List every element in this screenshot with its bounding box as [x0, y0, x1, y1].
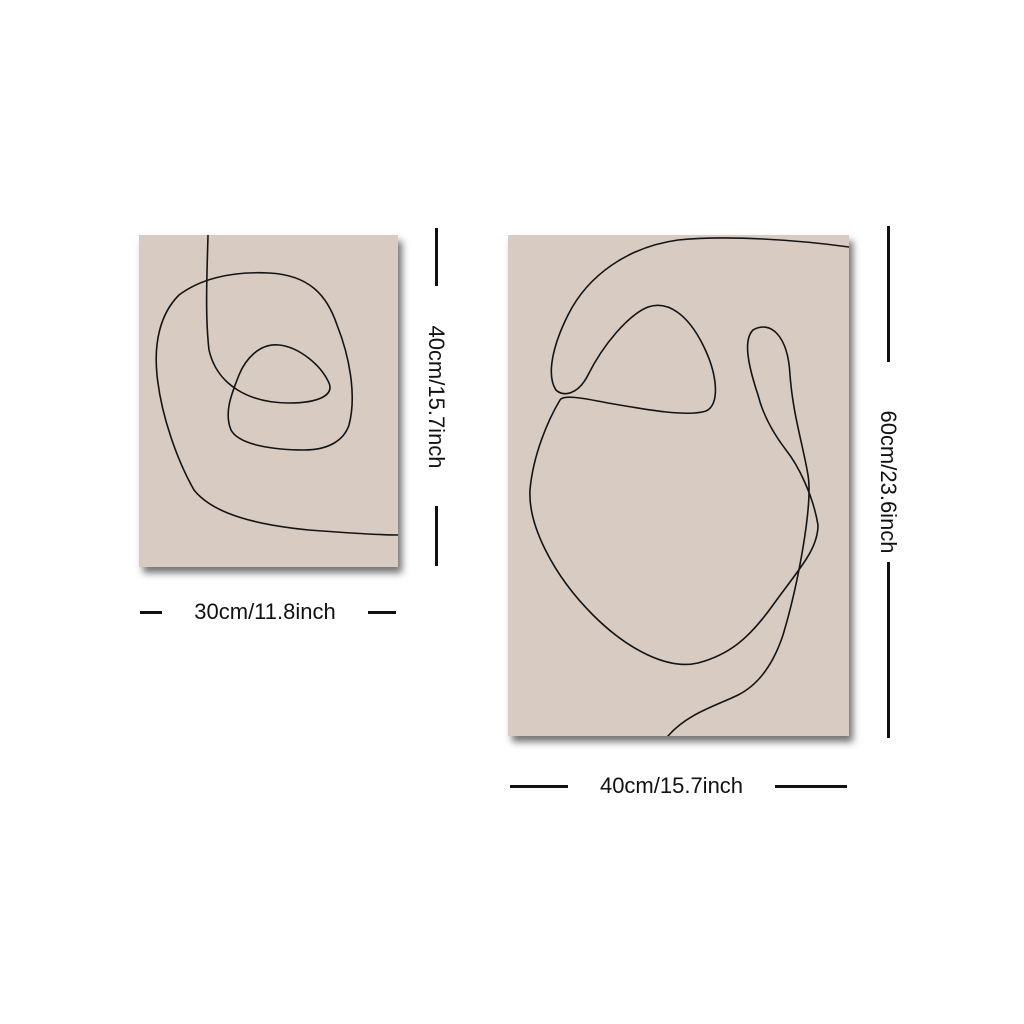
large-width-right-bar [775, 784, 847, 788]
small-width-left-bar [140, 610, 162, 614]
large-height-top-bar [886, 226, 890, 362]
large-height-dimension: 60cm/23.6inch [868, 226, 908, 738]
small-height-top-bar [434, 228, 438, 286]
large-height-label: 60cm/23.6inch [876, 410, 901, 554]
small-width-right-bar [367, 610, 396, 614]
small-line-art-path [155, 235, 398, 536]
large-line-art-path [529, 237, 849, 736]
small-height-dimension: 40cm/15.7inch [416, 228, 456, 566]
large-height-bottom-bar [886, 562, 890, 738]
large-line-art [529, 237, 849, 736]
large-width-dimension: 40cm/15.7inch [510, 772, 847, 800]
small-height-bottom-bar [434, 506, 438, 566]
small-canvas-print [139, 235, 398, 567]
large-width-left-bar [510, 784, 568, 788]
small-width-dimension: 30cm/11.8inch [140, 598, 396, 626]
small-height-label: 40cm/15.7inch [424, 325, 449, 469]
small-width-label: 30cm/11.8inch [194, 599, 336, 624]
large-width-label: 40cm/15.7inch [599, 773, 744, 798]
small-line-art [155, 235, 398, 536]
large-canvas-print [508, 235, 849, 736]
